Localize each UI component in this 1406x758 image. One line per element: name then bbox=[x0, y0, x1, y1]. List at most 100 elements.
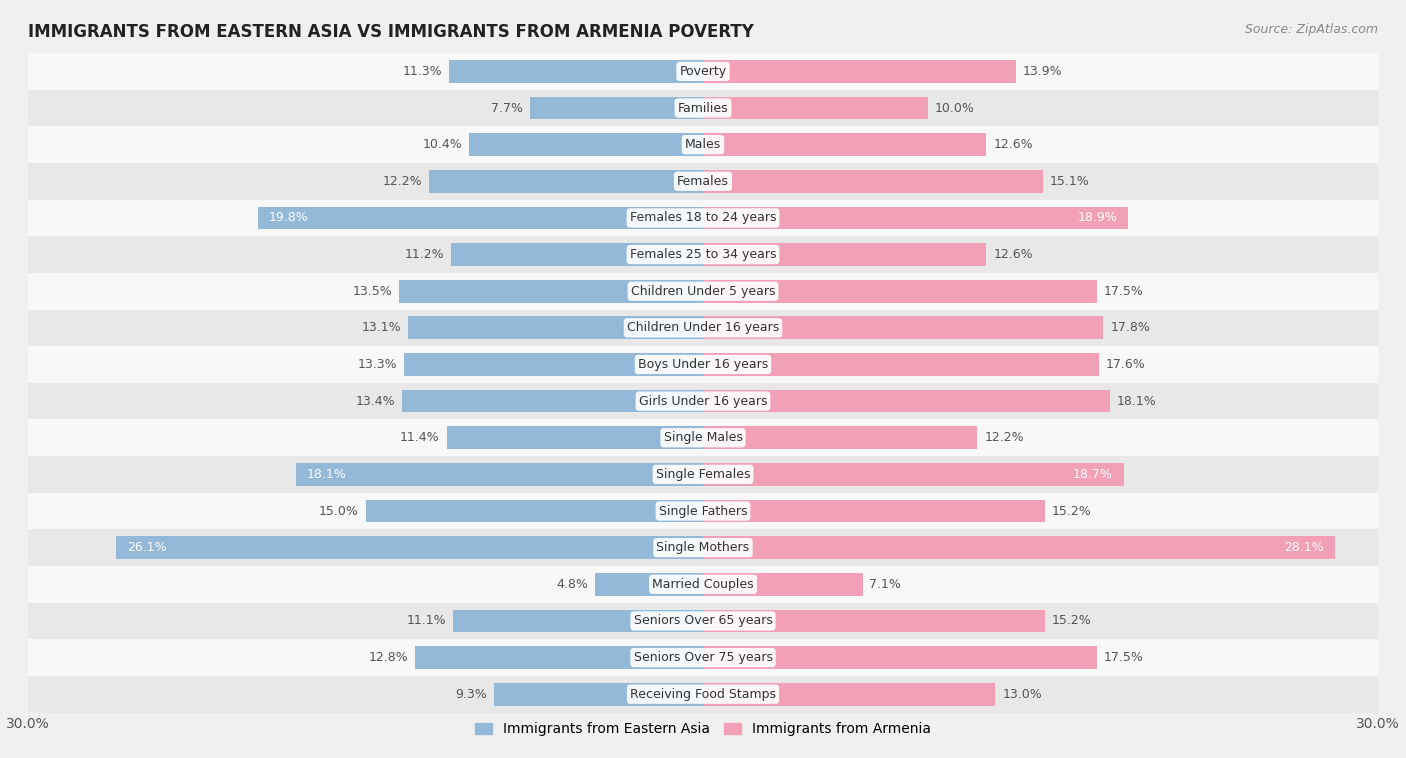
Text: Males: Males bbox=[685, 138, 721, 151]
Bar bbox=[703, 60, 1015, 83]
Bar bbox=[703, 207, 1128, 229]
Text: 18.9%: 18.9% bbox=[1077, 211, 1116, 224]
Bar bbox=[366, 500, 703, 522]
Bar bbox=[703, 280, 1097, 302]
Bar bbox=[703, 427, 977, 449]
Bar bbox=[703, 317, 1104, 339]
Text: Families: Families bbox=[678, 102, 728, 114]
Bar bbox=[28, 383, 1378, 419]
Bar bbox=[402, 390, 703, 412]
Text: Single Males: Single Males bbox=[664, 431, 742, 444]
Text: 18.1%: 18.1% bbox=[1116, 395, 1157, 408]
Text: 13.3%: 13.3% bbox=[357, 358, 396, 371]
Text: 19.8%: 19.8% bbox=[269, 211, 308, 224]
Bar bbox=[399, 280, 703, 302]
Text: 4.8%: 4.8% bbox=[557, 578, 588, 590]
Text: 17.6%: 17.6% bbox=[1105, 358, 1146, 371]
Text: Receiving Food Stamps: Receiving Food Stamps bbox=[630, 688, 776, 700]
Text: 17.8%: 17.8% bbox=[1111, 321, 1150, 334]
Text: Females 25 to 34 years: Females 25 to 34 years bbox=[630, 248, 776, 261]
Text: 15.2%: 15.2% bbox=[1052, 615, 1091, 628]
Bar bbox=[28, 676, 1378, 713]
Bar bbox=[28, 309, 1378, 346]
Text: Children Under 5 years: Children Under 5 years bbox=[631, 285, 775, 298]
Text: 11.3%: 11.3% bbox=[402, 65, 441, 78]
Bar bbox=[703, 463, 1123, 486]
Bar bbox=[703, 609, 1045, 632]
Text: Single Mothers: Single Mothers bbox=[657, 541, 749, 554]
Text: Single Fathers: Single Fathers bbox=[659, 505, 747, 518]
Text: 12.6%: 12.6% bbox=[993, 248, 1033, 261]
Bar bbox=[28, 346, 1378, 383]
Bar bbox=[595, 573, 703, 596]
Text: 17.5%: 17.5% bbox=[1104, 651, 1143, 664]
Text: Females: Females bbox=[678, 175, 728, 188]
Text: Females 18 to 24 years: Females 18 to 24 years bbox=[630, 211, 776, 224]
Text: 11.4%: 11.4% bbox=[401, 431, 440, 444]
Bar bbox=[28, 456, 1378, 493]
Text: Source: ZipAtlas.com: Source: ZipAtlas.com bbox=[1244, 23, 1378, 36]
Text: 13.5%: 13.5% bbox=[353, 285, 392, 298]
Legend: Immigrants from Eastern Asia, Immigrants from Armenia: Immigrants from Eastern Asia, Immigrants… bbox=[470, 717, 936, 742]
Bar bbox=[257, 207, 703, 229]
Text: 10.0%: 10.0% bbox=[935, 102, 974, 114]
Text: 13.9%: 13.9% bbox=[1022, 65, 1062, 78]
Text: 17.5%: 17.5% bbox=[1104, 285, 1143, 298]
Text: 13.4%: 13.4% bbox=[356, 395, 395, 408]
Bar bbox=[28, 236, 1378, 273]
Text: IMMIGRANTS FROM EASTERN ASIA VS IMMIGRANTS FROM ARMENIA POVERTY: IMMIGRANTS FROM EASTERN ASIA VS IMMIGRAN… bbox=[28, 23, 754, 41]
Text: Children Under 16 years: Children Under 16 years bbox=[627, 321, 779, 334]
Text: 9.3%: 9.3% bbox=[456, 688, 486, 700]
Bar bbox=[703, 683, 995, 706]
Text: 26.1%: 26.1% bbox=[127, 541, 167, 554]
Text: Girls Under 16 years: Girls Under 16 years bbox=[638, 395, 768, 408]
Text: Single Females: Single Females bbox=[655, 468, 751, 481]
Text: 7.1%: 7.1% bbox=[869, 578, 901, 590]
Text: Married Couples: Married Couples bbox=[652, 578, 754, 590]
Bar bbox=[404, 353, 703, 376]
Bar bbox=[28, 199, 1378, 236]
Text: 12.2%: 12.2% bbox=[984, 431, 1024, 444]
Bar bbox=[415, 647, 703, 669]
Text: 18.7%: 18.7% bbox=[1073, 468, 1112, 481]
Bar bbox=[295, 463, 703, 486]
Bar bbox=[703, 573, 863, 596]
Text: 10.4%: 10.4% bbox=[423, 138, 463, 151]
Text: Seniors Over 65 years: Seniors Over 65 years bbox=[634, 615, 772, 628]
Bar bbox=[703, 390, 1111, 412]
Bar bbox=[703, 353, 1099, 376]
Bar bbox=[28, 89, 1378, 127]
Bar bbox=[408, 317, 703, 339]
Bar bbox=[703, 243, 987, 266]
Bar bbox=[703, 97, 928, 119]
Bar bbox=[447, 427, 703, 449]
Text: 12.6%: 12.6% bbox=[993, 138, 1033, 151]
Text: Poverty: Poverty bbox=[679, 65, 727, 78]
Bar bbox=[703, 537, 1336, 559]
Bar bbox=[28, 273, 1378, 309]
Bar bbox=[429, 170, 703, 193]
Bar bbox=[703, 133, 987, 156]
Bar bbox=[703, 170, 1043, 193]
Bar bbox=[28, 127, 1378, 163]
Text: 15.1%: 15.1% bbox=[1049, 175, 1090, 188]
Text: 15.2%: 15.2% bbox=[1052, 505, 1091, 518]
Text: 13.1%: 13.1% bbox=[361, 321, 402, 334]
Bar bbox=[494, 683, 703, 706]
Bar bbox=[449, 60, 703, 83]
Bar bbox=[28, 603, 1378, 639]
Bar bbox=[453, 609, 703, 632]
Text: 18.1%: 18.1% bbox=[307, 468, 347, 481]
Bar bbox=[28, 53, 1378, 89]
Bar bbox=[451, 243, 703, 266]
Text: Seniors Over 75 years: Seniors Over 75 years bbox=[634, 651, 772, 664]
Text: 12.8%: 12.8% bbox=[368, 651, 408, 664]
Bar bbox=[470, 133, 703, 156]
Text: Boys Under 16 years: Boys Under 16 years bbox=[638, 358, 768, 371]
Bar bbox=[703, 500, 1045, 522]
Bar bbox=[28, 566, 1378, 603]
Bar bbox=[28, 639, 1378, 676]
Text: 28.1%: 28.1% bbox=[1284, 541, 1324, 554]
Bar bbox=[115, 537, 703, 559]
Bar bbox=[28, 419, 1378, 456]
